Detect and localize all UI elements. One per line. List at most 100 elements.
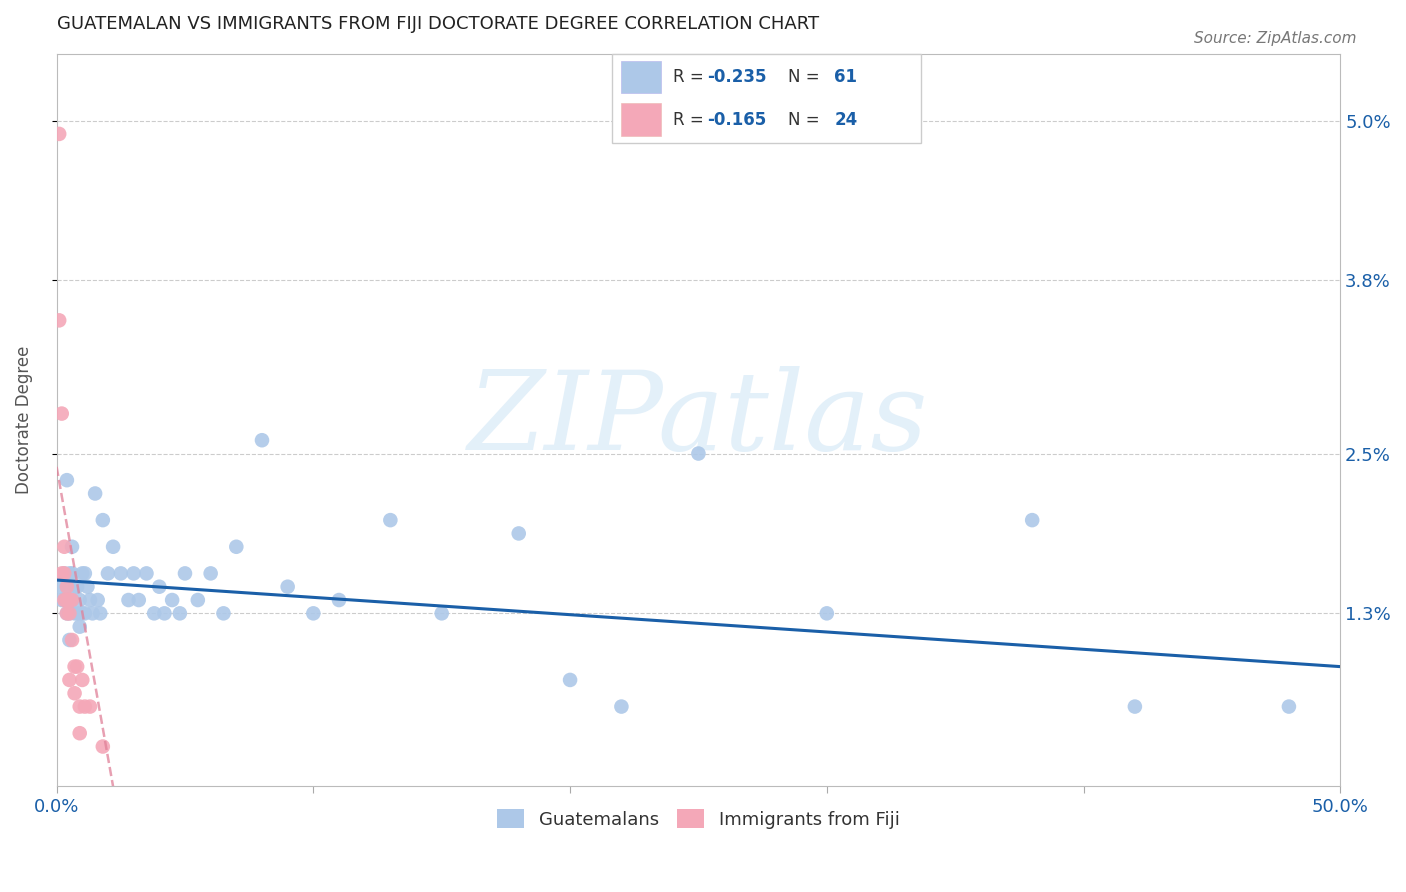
Point (82, 607, 104, 621)
Point (1123, 699, 1146, 714)
Point (1278, 699, 1301, 714)
Point (160, 593, 183, 607)
Text: N =: N = (787, 111, 825, 128)
Point (53, 566, 76, 581)
Point (60, 593, 83, 607)
Point (56, 607, 79, 621)
Text: GUATEMALAN VS IMMIGRANTS FROM FIJI DOCTORATE DEGREE CORRELATION CHART: GUATEMALAN VS IMMIGRANTS FROM FIJI DOCTO… (56, 15, 818, 33)
Point (72, 607, 94, 621)
Point (51, 593, 73, 607)
Point (277, 580, 299, 594)
Point (53, 566, 76, 581)
Point (815, 607, 838, 621)
Point (122, 566, 145, 581)
Legend: Guatemalans, Immigrants from Fiji: Guatemalans, Immigrants from Fiji (491, 802, 907, 836)
Text: R =: R = (673, 68, 710, 86)
Point (558, 673, 581, 687)
Point (48, 313, 70, 327)
Point (63, 580, 86, 594)
Point (58, 593, 80, 607)
Point (69, 726, 91, 740)
Point (76, 580, 98, 594)
Point (60, 540, 83, 554)
Point (212, 607, 235, 621)
Point (84, 486, 107, 500)
Point (101, 540, 124, 554)
FancyBboxPatch shape (621, 103, 661, 136)
Text: -0.165: -0.165 (707, 111, 766, 128)
Point (53, 540, 76, 554)
Point (91, 513, 114, 527)
Point (153, 607, 176, 621)
Point (79, 593, 101, 607)
Text: 61: 61 (834, 68, 858, 86)
Point (430, 607, 453, 621)
Point (73, 566, 96, 581)
Point (169, 607, 191, 621)
Point (58, 607, 80, 621)
Point (508, 526, 530, 541)
Point (63, 607, 86, 621)
Point (60, 593, 83, 607)
Point (91, 739, 114, 754)
Point (89, 607, 111, 621)
Point (53, 593, 76, 607)
Point (72, 673, 94, 687)
Point (48, 127, 70, 141)
Point (66, 659, 89, 673)
Point (250, 434, 273, 448)
Point (135, 566, 157, 581)
Point (66, 607, 89, 621)
Point (143, 607, 166, 621)
Point (63, 686, 86, 700)
Point (97, 566, 120, 581)
Text: N =: N = (787, 68, 825, 86)
Point (117, 593, 139, 607)
Point (51, 407, 73, 421)
Point (174, 566, 197, 581)
Point (56, 580, 79, 594)
Point (79, 699, 101, 714)
Point (56, 580, 79, 594)
Point (73, 699, 96, 714)
Point (63, 659, 86, 673)
Point (73, 607, 96, 621)
Point (72, 566, 94, 581)
Point (69, 699, 91, 714)
Text: Source: ZipAtlas.com: Source: ZipAtlas.com (1194, 31, 1357, 46)
Point (53, 593, 76, 607)
Point (48, 580, 70, 594)
Point (610, 699, 633, 714)
Text: R =: R = (673, 111, 710, 128)
Point (688, 446, 710, 460)
Point (302, 607, 325, 621)
Point (128, 593, 150, 607)
Point (58, 607, 80, 621)
Point (110, 566, 132, 581)
Point (56, 473, 79, 487)
Point (69, 593, 91, 607)
Point (66, 580, 89, 594)
Point (58, 632, 80, 647)
Point (1021, 513, 1043, 527)
Y-axis label: Doctorate Degree: Doctorate Degree (15, 346, 32, 494)
Point (60, 632, 83, 647)
Point (148, 580, 170, 594)
Point (200, 566, 222, 581)
Point (56, 593, 79, 607)
Text: 24: 24 (834, 111, 858, 128)
Point (328, 593, 350, 607)
Point (187, 593, 209, 607)
Point (51, 566, 73, 581)
Point (380, 513, 402, 527)
Point (86, 593, 108, 607)
Text: -0.235: -0.235 (707, 68, 768, 86)
Text: ZIPatlas: ZIPatlas (468, 367, 929, 474)
Point (58, 673, 80, 687)
Point (69, 620, 91, 634)
Point (56, 607, 79, 621)
Point (225, 540, 247, 554)
Point (58, 566, 80, 581)
Point (60, 566, 83, 581)
FancyBboxPatch shape (621, 61, 661, 93)
